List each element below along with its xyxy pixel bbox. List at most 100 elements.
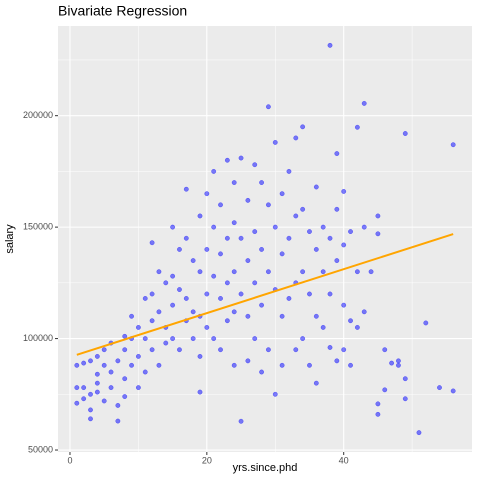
point bbox=[286, 296, 292, 301]
point bbox=[218, 251, 223, 257]
point bbox=[238, 235, 244, 241]
point bbox=[245, 313, 251, 319]
point bbox=[279, 191, 285, 197]
point bbox=[204, 291, 210, 297]
point bbox=[402, 396, 408, 402]
point bbox=[170, 336, 176, 342]
point bbox=[238, 291, 244, 297]
point bbox=[149, 291, 155, 297]
point bbox=[190, 258, 196, 264]
point bbox=[108, 385, 114, 391]
point bbox=[259, 369, 265, 375]
point bbox=[348, 229, 353, 235]
point bbox=[402, 131, 408, 136]
chart-title: Bivariate Regression bbox=[58, 3, 187, 19]
point bbox=[361, 100, 367, 106]
point bbox=[252, 336, 258, 342]
point bbox=[129, 362, 135, 368]
point bbox=[224, 280, 230, 286]
point bbox=[334, 151, 340, 157]
point bbox=[94, 371, 100, 377]
point bbox=[334, 258, 340, 264]
point bbox=[416, 430, 422, 436]
point bbox=[293, 347, 299, 353]
point bbox=[272, 139, 278, 145]
point bbox=[156, 309, 162, 315]
point bbox=[313, 184, 319, 190]
point bbox=[354, 324, 360, 330]
point bbox=[177, 287, 182, 292]
point bbox=[375, 401, 381, 407]
point bbox=[361, 309, 367, 315]
point bbox=[313, 380, 319, 386]
point bbox=[142, 369, 148, 375]
point bbox=[320, 324, 326, 330]
point bbox=[81, 385, 87, 391]
point bbox=[122, 376, 128, 382]
point bbox=[115, 358, 121, 364]
point bbox=[197, 269, 203, 275]
point bbox=[327, 42, 333, 48]
point bbox=[183, 235, 189, 241]
point bbox=[313, 246, 319, 252]
point bbox=[81, 396, 87, 402]
point bbox=[334, 206, 340, 212]
point bbox=[211, 168, 217, 174]
point bbox=[265, 347, 271, 353]
point bbox=[81, 360, 87, 366]
point bbox=[88, 416, 93, 422]
point bbox=[231, 269, 237, 275]
point bbox=[238, 418, 244, 424]
point bbox=[115, 418, 121, 424]
point bbox=[156, 362, 162, 368]
point bbox=[286, 168, 292, 174]
point bbox=[231, 309, 237, 315]
point bbox=[354, 269, 360, 275]
point bbox=[450, 142, 456, 148]
point bbox=[348, 362, 353, 368]
point bbox=[327, 345, 333, 350]
point bbox=[142, 296, 148, 301]
point bbox=[204, 324, 210, 330]
point bbox=[88, 407, 93, 413]
point bbox=[402, 376, 408, 382]
point bbox=[88, 358, 93, 364]
y-tick-label: 100000 bbox=[23, 333, 53, 343]
point bbox=[218, 296, 223, 301]
point bbox=[224, 318, 230, 324]
point bbox=[389, 360, 395, 366]
point bbox=[450, 388, 456, 394]
point bbox=[327, 235, 333, 241]
point bbox=[74, 385, 80, 391]
point bbox=[348, 318, 353, 324]
point bbox=[163, 340, 169, 346]
point bbox=[156, 269, 162, 275]
point bbox=[265, 269, 271, 275]
point bbox=[211, 273, 217, 279]
y-tick-label: 50000 bbox=[28, 444, 53, 454]
x-tick-label: 0 bbox=[67, 455, 72, 465]
point bbox=[320, 269, 326, 275]
point bbox=[300, 206, 306, 212]
point bbox=[74, 400, 80, 406]
point bbox=[177, 347, 182, 353]
point bbox=[135, 324, 141, 330]
point bbox=[423, 320, 429, 326]
point bbox=[224, 157, 230, 163]
point bbox=[122, 394, 128, 399]
y-tick-label: 150000 bbox=[23, 222, 53, 232]
point bbox=[259, 302, 265, 308]
point bbox=[293, 213, 299, 219]
point bbox=[279, 313, 285, 319]
point bbox=[375, 231, 381, 237]
point bbox=[286, 235, 292, 241]
point bbox=[334, 358, 340, 364]
point bbox=[149, 240, 155, 246]
point bbox=[149, 318, 155, 324]
point bbox=[183, 186, 189, 192]
point bbox=[101, 362, 107, 368]
point bbox=[108, 369, 114, 375]
point bbox=[218, 347, 223, 353]
panel bbox=[58, 26, 472, 452]
